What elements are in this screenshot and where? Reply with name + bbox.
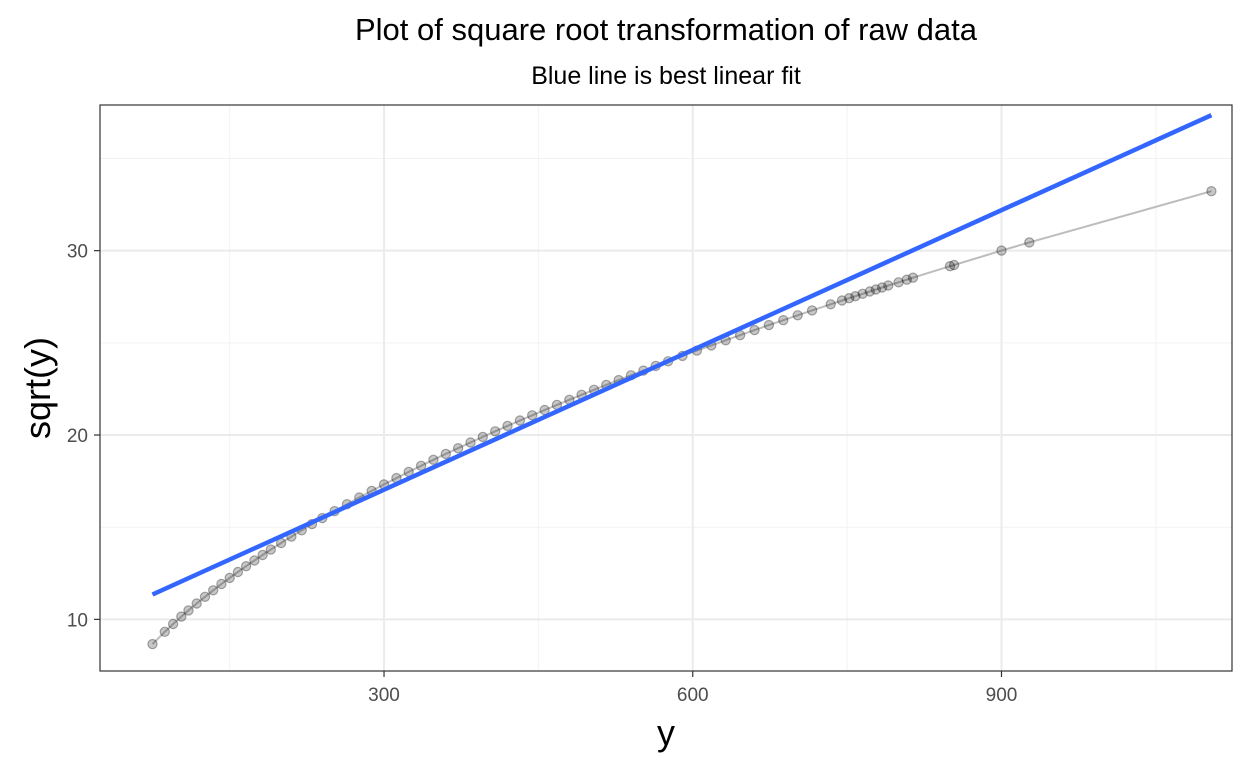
data-point — [415, 460, 427, 471]
data-point — [836, 295, 848, 306]
data-point — [996, 245, 1007, 256]
data-point — [159, 626, 170, 638]
data-point — [944, 261, 956, 272]
data-point — [876, 282, 888, 293]
data-point — [191, 598, 202, 609]
plot-panel — [100, 105, 1232, 671]
data-point — [825, 299, 836, 310]
x-tick-label: 300 — [368, 685, 400, 706]
data-point — [199, 591, 211, 603]
data-point — [792, 310, 803, 321]
data-point — [893, 277, 904, 288]
data-point — [249, 555, 260, 566]
data-point — [850, 291, 861, 302]
data-point — [527, 410, 538, 421]
data-point — [167, 618, 179, 630]
data-point — [428, 454, 439, 465]
y-tick-label: 30 — [67, 242, 88, 263]
data-point — [948, 259, 960, 271]
chart-subtitle: Blue line is best linear fit — [531, 62, 801, 90]
data-point — [176, 611, 187, 622]
y-tick-label: 20 — [67, 426, 88, 447]
data-point — [490, 426, 501, 437]
data-point — [857, 288, 868, 299]
data-point — [183, 605, 194, 616]
data-point — [763, 319, 775, 331]
data-point — [224, 572, 235, 584]
data-point — [207, 585, 219, 596]
data-point — [901, 274, 913, 285]
data-point — [883, 280, 894, 291]
data-point — [216, 578, 227, 590]
grid — [100, 105, 1232, 671]
data-point — [514, 415, 526, 426]
data-point — [749, 324, 760, 336]
data-point — [452, 443, 464, 454]
data-point — [844, 293, 855, 304]
data-point — [806, 305, 818, 316]
x-axis-label: y — [657, 712, 675, 753]
data-point — [1024, 237, 1035, 248]
fit-line — [151, 113, 1213, 597]
data-point — [1206, 185, 1217, 197]
data-point — [907, 272, 919, 283]
data-point — [502, 420, 513, 432]
x-tick-label: 600 — [677, 685, 709, 706]
data-point — [147, 638, 158, 650]
connecting-line — [151, 190, 1212, 645]
data-point — [257, 549, 268, 561]
series-layer — [147, 113, 1217, 650]
plot-border — [99, 104, 1233, 672]
chart-title: Plot of square root transformation of ra… — [355, 12, 978, 47]
data-point — [864, 286, 876, 297]
y-tick-label: 10 — [67, 610, 88, 631]
data-point — [265, 544, 276, 555]
data-point — [240, 561, 252, 572]
data-point — [870, 284, 882, 295]
data-point — [232, 566, 244, 578]
axes: 300 600 900 10 20 30 — [67, 242, 1017, 706]
y-axis-label: sqrt(y) — [17, 337, 58, 439]
data-point — [465, 437, 476, 448]
x-tick-label: 900 — [986, 685, 1018, 706]
data-point — [778, 315, 789, 326]
data-point — [440, 448, 451, 460]
data-point — [477, 431, 488, 443]
